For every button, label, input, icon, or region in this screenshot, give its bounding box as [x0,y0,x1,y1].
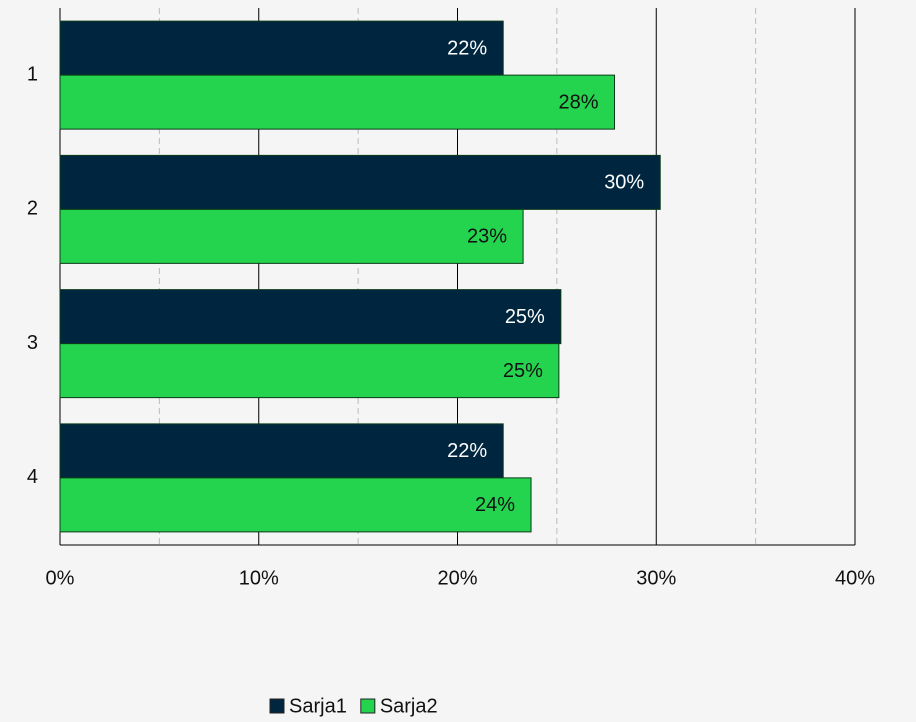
data-label: 28% [558,91,598,113]
data-label: 25% [503,360,543,382]
legend-swatch [269,698,285,714]
data-label: 24% [475,494,515,516]
x-tick-label: 0% [46,567,75,589]
x-tick-label: 40% [835,567,875,589]
legend-label: Sarja1 [289,695,347,717]
bar [59,74,616,130]
data-label: 22% [447,37,487,59]
data-label: 22% [447,440,487,462]
bar [59,423,504,479]
y-tick-label: 3 [27,332,38,354]
bar [59,154,661,210]
legend-swatch [360,698,376,714]
y-tick-label: 2 [27,198,38,220]
data-label: 25% [505,306,545,328]
legend-label: Sarja2 [380,695,438,717]
bar [59,343,560,399]
y-tick-label: 1 [27,63,38,85]
bar [59,20,504,76]
data-label: 23% [467,226,507,248]
y-tick-label: 4 [27,466,38,488]
x-tick-label: 20% [437,567,477,589]
bar [59,208,524,264]
data-label: 30% [604,172,644,194]
bar [59,289,562,345]
bar [59,477,532,533]
x-tick-label: 10% [239,567,279,589]
x-tick-label: 30% [636,567,676,589]
